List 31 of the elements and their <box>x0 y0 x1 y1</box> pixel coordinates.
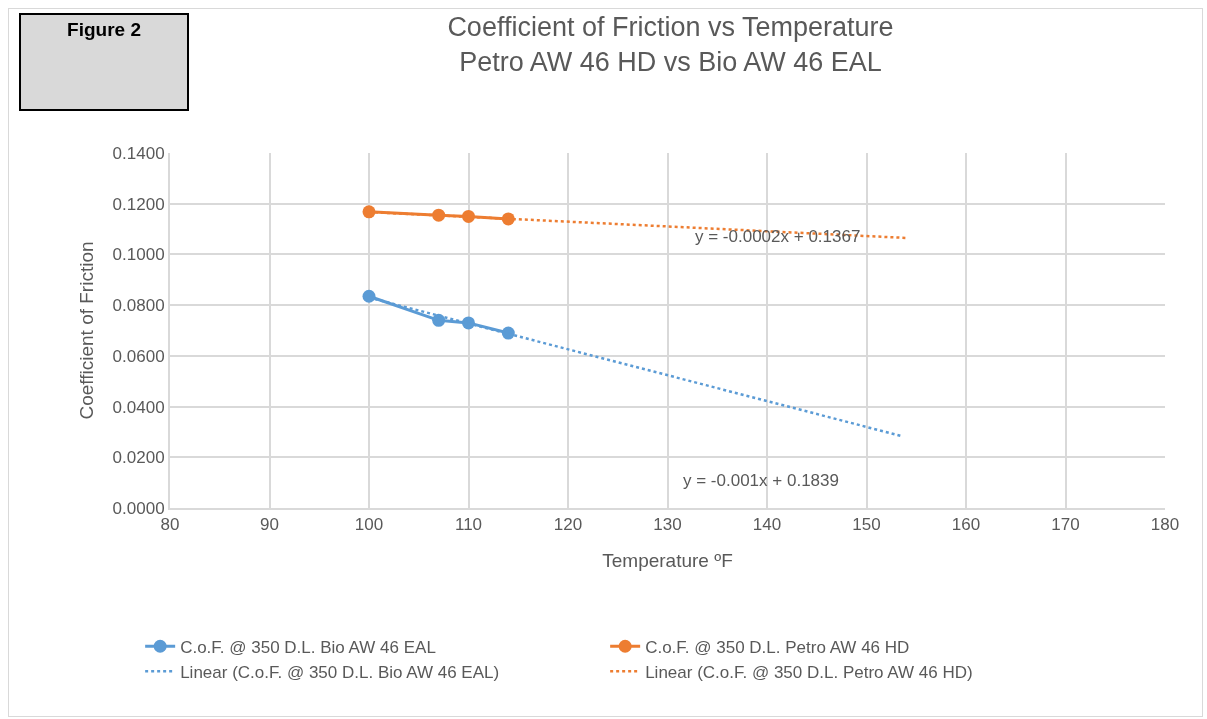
point <box>432 313 446 327</box>
x-tick-label: 80 <box>160 515 180 535</box>
legend-label: C.o.F. @ 350 D.L. Bio AW 46 EAL <box>180 637 436 657</box>
caption: Figure 2 <box>67 19 141 40</box>
x-tick-label: 120 <box>553 515 583 535</box>
y-tick-label: 0.0800 <box>112 296 165 316</box>
x-tick-label: 160 <box>951 515 981 535</box>
x-tick-label: 150 <box>852 515 881 535</box>
y-tick-label: 0.0200 <box>112 448 165 468</box>
y-tick-label: 0.1200 <box>112 194 165 214</box>
x-tick-label: 130 <box>653 515 682 535</box>
x-tick-label: 90 <box>260 515 279 535</box>
x-tick-label: 110 <box>454 515 483 535</box>
x-tick-label: 140 <box>752 515 782 535</box>
legend-label: Linear (C.o.F. @ 350 D.L. Petro AW 46 HD) <box>645 662 973 682</box>
x-tick-label: 170 <box>1051 515 1080 535</box>
point <box>362 205 376 219</box>
point <box>362 289 376 303</box>
x-tick-label: 100 <box>354 515 384 535</box>
y-tick-label: 0.1000 <box>112 245 165 265</box>
y-tick-label: 0.1400 <box>112 143 165 163</box>
legend-label: Linear (C.o.F. @ 350 D.L. Bio AW 46 EAL) <box>180 662 500 682</box>
x-tick-label: 180 <box>1150 515 1180 535</box>
y-tick-label: 0.0000 <box>112 498 165 518</box>
y-tick-label: 0.0400 <box>112 397 165 417</box>
chart-title: Coefficient of Friction vs Temperature Petro AW 46 HD vs Bio AW 46 EAL <box>447 11 894 78</box>
y-tick-label: 0.0600 <box>112 346 165 366</box>
y-axis-title: Coefficient of Friction <box>75 241 97 420</box>
annotation: y = -0.001x + 0.1839 <box>683 471 839 490</box>
x-axis-title: Temperature ºF <box>602 549 733 571</box>
legend-label: C.o.F. @ 350 D.L. Petro AW 46 HD <box>645 637 910 657</box>
